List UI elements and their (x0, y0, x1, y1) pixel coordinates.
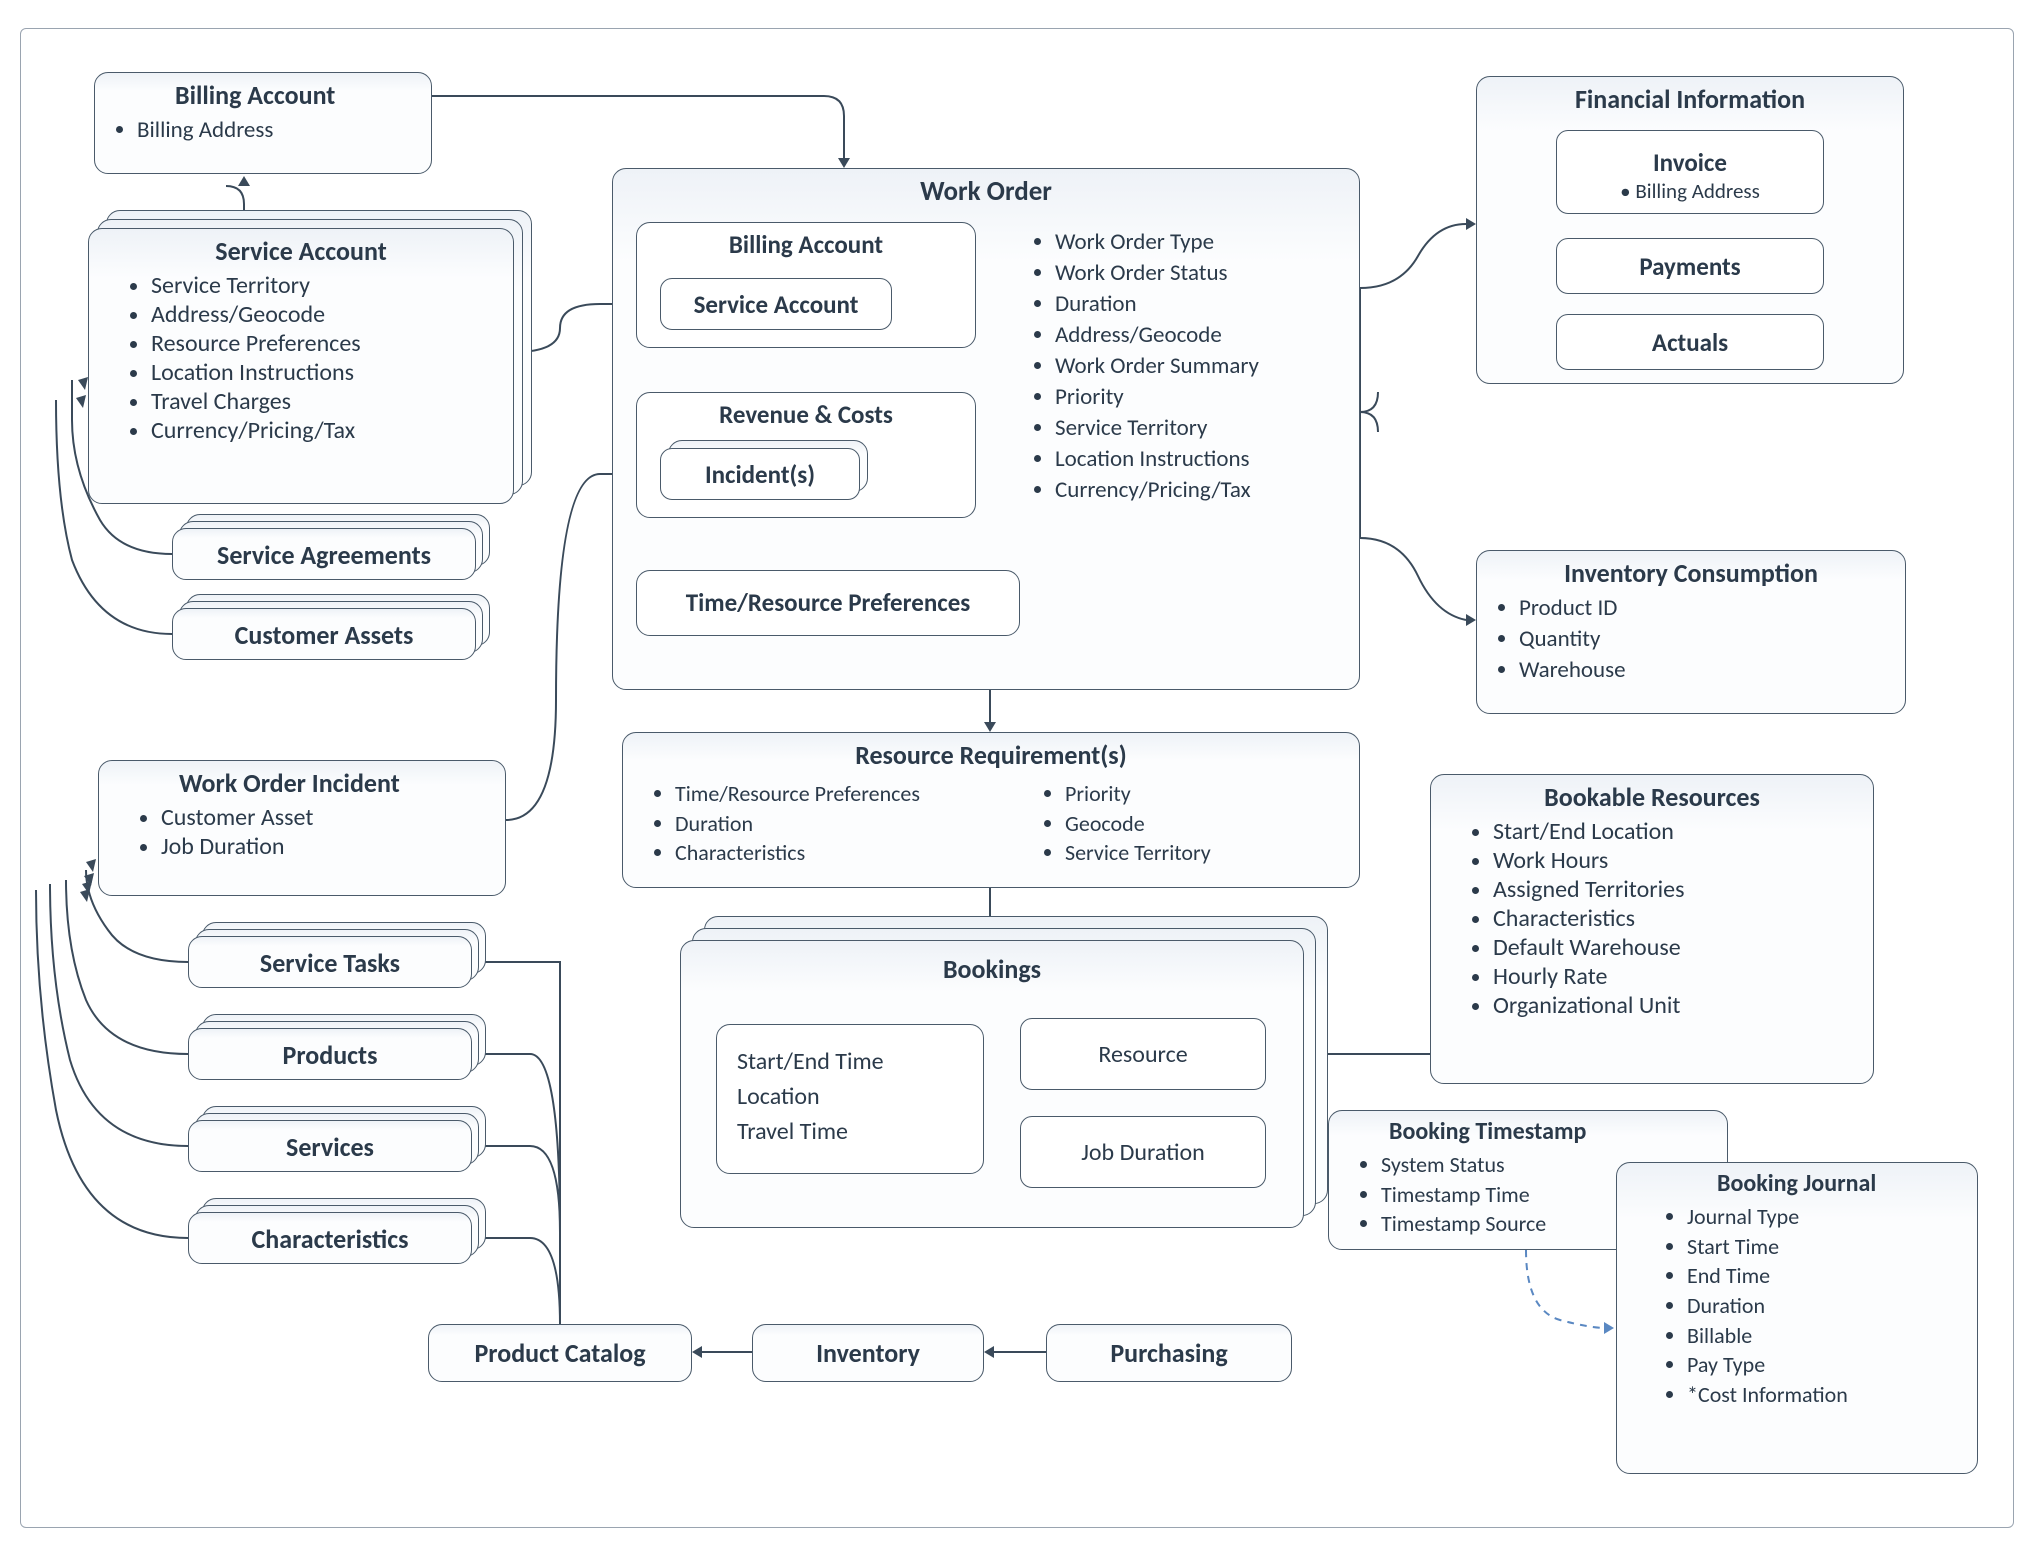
pill-invoice: Invoice• Billing Address (1556, 130, 1824, 214)
bullet-item: Start/End Location (1493, 817, 1873, 846)
bullet-list: Service TerritoryAddress/GeocodeResource… (89, 271, 513, 445)
diagram-root: Billing Account Billing Address Service Ac… (0, 0, 2034, 1551)
node-characteristics: Characteristics (188, 1212, 472, 1264)
bookings-left-box: Start/End TimeLocationTravel Time (716, 1024, 984, 1174)
bullet-item: Work Order Type (1055, 227, 1349, 258)
bullet-item: Travel Charges (151, 387, 513, 416)
bullet-item: Organizational Unit (1493, 991, 1873, 1020)
node-title: Financial Information (1477, 77, 1903, 115)
node-title: Inventory Consumption (1477, 551, 1905, 589)
bullet-item: Address/Geocode (151, 300, 513, 329)
bullet-item: Characteristics (1493, 904, 1873, 933)
bullet-item: Currency/Pricing/Tax (151, 416, 513, 445)
bullet-item: Address/Geocode (1055, 320, 1349, 351)
bullet-list: Billing Address (95, 115, 431, 146)
bullet-item: Location Instructions (1055, 444, 1349, 475)
bullet-item: Customer Asset (161, 803, 505, 832)
node-inventory-consumption: Inventory Consumption Product IDQuantityW… (1476, 550, 1906, 714)
bullet-item: Priority (1055, 382, 1349, 413)
bullet-item: Work Order Summary (1055, 351, 1349, 382)
node-title: Service Account (89, 229, 513, 267)
subbox-title: Revenue & Costs (637, 393, 975, 430)
bullet-item: Location Instructions (151, 358, 513, 387)
node-title: Customer Assets (173, 609, 475, 651)
node-title: Billing Account (95, 73, 431, 111)
node-services: Services (188, 1120, 472, 1172)
node-customer-assets: Customer Assets (172, 608, 476, 660)
bullet-list: Customer AssetJob Duration (99, 803, 505, 861)
bullet-list: Product IDQuantityWarehouse (1477, 593, 1905, 686)
bullet-item: Service Territory (151, 271, 513, 300)
bullet-item: Work Hours (1493, 846, 1873, 875)
node-products: Products (188, 1028, 472, 1080)
pill-actuals: Actuals (1556, 314, 1824, 370)
node-resource-requirements: Resource Requirement(s)Time/Resource Pre… (622, 732, 1360, 888)
bullet-item: Default Warehouse (1493, 933, 1873, 962)
bullet-list: Start/End LocationWork HoursAssigned Ter… (1431, 817, 1873, 1020)
bullet-item: Duration (1055, 289, 1349, 320)
bullet-item: Quantity (1519, 624, 1905, 655)
pill-payments: Payments (1556, 238, 1824, 294)
subbox-title: Time/Resource Preferences (637, 571, 1019, 618)
pill-service-account: Service Account (660, 278, 892, 330)
bullet-item: Currency/Pricing/Tax (1055, 475, 1349, 506)
bookings-job-duration: Job Duration (1020, 1116, 1266, 1188)
node-title: Bookable Resources (1431, 775, 1873, 813)
bullet-item: Warehouse (1519, 655, 1905, 686)
subbox-time-resource: Time/Resource Preferences (636, 570, 1020, 636)
node-service-account: Service Account Service TerritoryAddress/… (88, 228, 514, 504)
node-booking-journal: Booking JournalJournal TypeStart TimeEnd… (1616, 1162, 1978, 1474)
node-title: Resource Requirement(s) (623, 733, 1359, 771)
node-service-tasks: Service Tasks (188, 936, 472, 988)
node-title: Service Agreements (173, 529, 475, 571)
node-bookable-resources: Bookable Resources Start/End LocationWork… (1430, 774, 1874, 1084)
node-billing-account: Billing Account Billing Address (94, 72, 432, 174)
bullet-item: Assigned Territories (1493, 875, 1873, 904)
bookings-resource: Resource (1020, 1018, 1266, 1090)
bullet-item: Product ID (1519, 593, 1905, 624)
pill-incident-s-: Incident(s) (660, 448, 860, 500)
bullet-item: Billing Address (137, 115, 431, 146)
node-purchasing: Purchasing (1046, 1324, 1292, 1382)
node-title: Work Order Incident (99, 761, 505, 799)
node-title: Bookings (681, 941, 1303, 985)
node-work-order-incident: Work Order Incident Customer AssetJob Dur… (98, 760, 506, 896)
node-service-agreements: Service Agreements (172, 528, 476, 580)
node-inventory: Inventory (752, 1324, 984, 1382)
bullet-item: Service Territory (1055, 413, 1349, 444)
bullet-item: Hourly Rate (1493, 962, 1873, 991)
bullet-item: Work Order Status (1055, 258, 1349, 289)
node-product-catalog: Product Catalog (428, 1324, 692, 1382)
bullet-item: Job Duration (161, 832, 505, 861)
bullet-item: Resource Preferences (151, 329, 513, 358)
subbox-title: Billing Account (637, 223, 975, 260)
work-order-bullets: Work Order TypeWork Order StatusDuration… (1029, 223, 1349, 506)
node-title: Work Order (613, 169, 1359, 208)
